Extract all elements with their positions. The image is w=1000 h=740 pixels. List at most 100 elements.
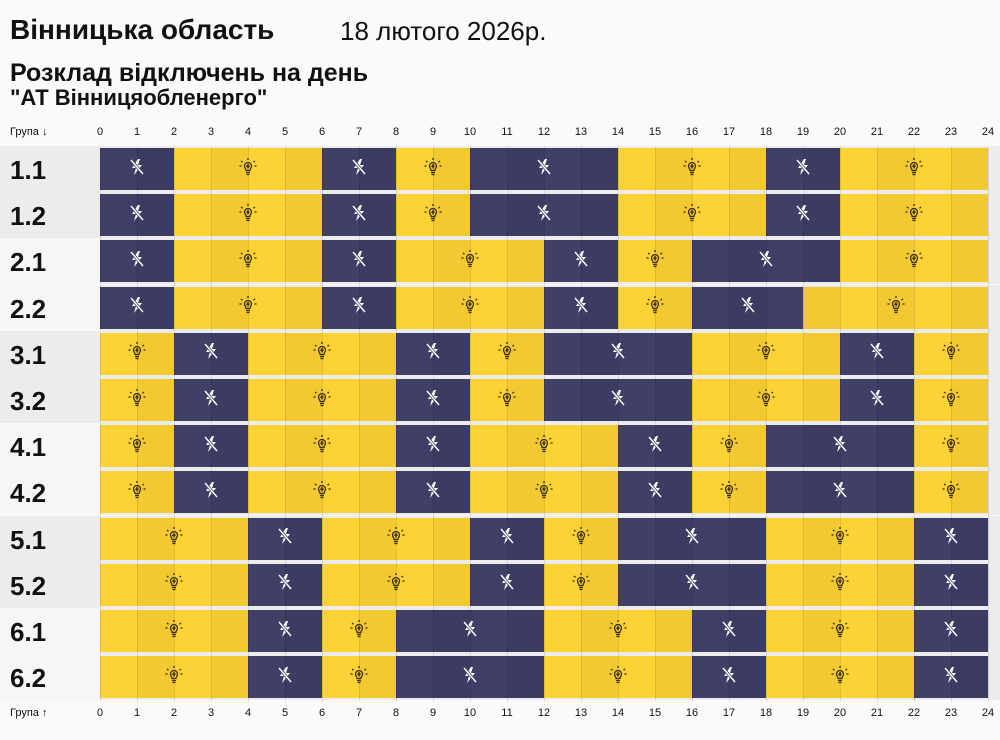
hour-tick-label: 2 [170, 707, 178, 719]
hour-tick-label: 23 [944, 707, 958, 719]
group-label: 1.2 [0, 192, 100, 239]
power-on-segment [322, 517, 470, 560]
power-on-segment [766, 517, 914, 560]
lightbulb-icon [164, 572, 184, 597]
hour-shade [655, 332, 692, 375]
hour-shade [877, 471, 914, 514]
power-off-icon [424, 342, 442, 365]
power-off-icon [942, 527, 960, 550]
hour-shade [803, 517, 840, 560]
hour-gridline [211, 146, 212, 702]
power-off-icon [350, 204, 368, 227]
hour-tick-label: 20 [833, 126, 847, 138]
outage-segment [100, 286, 174, 329]
power-on-segment [396, 240, 544, 283]
power-off-icon [831, 435, 849, 458]
power-off-icon [831, 481, 849, 504]
hour-shade [285, 194, 322, 237]
hour-shade [359, 517, 396, 560]
power-off-icon [276, 527, 294, 550]
hour-tick-label: 2 [170, 126, 178, 138]
power-on-segment [322, 563, 470, 606]
outage-segment [914, 563, 988, 606]
hour-tick-label: 7 [355, 126, 363, 138]
hour-gridline [840, 146, 841, 702]
hour-shade [137, 563, 174, 606]
lightbulb-icon [127, 434, 147, 459]
hour-shade [655, 563, 692, 606]
lightbulb-icon [719, 480, 739, 505]
hour-shade [433, 425, 470, 468]
outage-segment [248, 610, 322, 652]
lightbulb-icon [941, 434, 961, 459]
hour-shade [951, 656, 988, 699]
outage-segment [174, 379, 248, 421]
power-off-icon [646, 481, 664, 504]
hour-shade [359, 332, 396, 375]
group-row: 6.1 [0, 608, 1000, 654]
hour-shade [729, 425, 766, 468]
hour-tick-label: 22 [907, 126, 921, 138]
hour-gridline [544, 146, 545, 702]
lightbulb-icon [127, 388, 147, 413]
hour-shade [803, 194, 840, 237]
power-on-segment [840, 148, 988, 190]
power-off-icon [683, 573, 701, 596]
power-on-segment [470, 471, 618, 514]
power-on-segment [766, 563, 914, 606]
lightbulb-icon [423, 203, 443, 228]
hour-shade [211, 656, 248, 699]
hour-shade [581, 425, 618, 468]
hour-tick-label: 23 [944, 126, 958, 138]
hour-shade [729, 148, 766, 190]
group-row: 3.1 [0, 330, 1000, 377]
group-label: 4.2 [0, 469, 100, 516]
power-off-icon [424, 435, 442, 458]
hour-shade [211, 517, 248, 560]
power-off-icon [498, 573, 516, 596]
schedule-grid: 1.1 1.2 2.1 2.2 3.1 3.2 4.1 4.2 5.1 5.2 6.1 6.2 [0, 146, 1000, 702]
power-off-icon [794, 204, 812, 227]
hour-shade [655, 148, 692, 190]
hour-shade [285, 563, 322, 606]
hour-shade [211, 563, 248, 606]
hour-shade [877, 240, 914, 283]
group-label: 2.2 [0, 284, 100, 331]
outage-segment [322, 286, 396, 329]
hour-tick-label: 24 [981, 126, 995, 138]
hour-shade [581, 563, 618, 606]
hour-shade [433, 471, 470, 514]
power-on-segment [766, 656, 914, 699]
hour-gridline [322, 146, 323, 702]
outage-segment [248, 656, 322, 699]
power-on-segment [100, 425, 174, 468]
hour-gridline [470, 146, 471, 702]
hour-tick-label: 21 [870, 707, 884, 719]
group-label: 3.1 [0, 330, 100, 377]
hour-shade [729, 563, 766, 606]
hour-shade [211, 194, 248, 237]
lightbulb-icon [497, 388, 517, 413]
power-off-icon [350, 296, 368, 319]
hour-shade [581, 471, 618, 514]
hour-shade [359, 240, 396, 283]
power-off-icon [720, 620, 738, 643]
group-row: 6.2 [0, 654, 1000, 701]
power-on-segment [914, 425, 988, 468]
hour-tick-label: 13 [574, 707, 588, 719]
power-off-icon [757, 250, 775, 273]
hour-shade [211, 286, 248, 329]
lightbulb-icon [830, 619, 850, 644]
hour-shade [285, 379, 322, 421]
hour-shade [285, 517, 322, 560]
hour-tick-label: 14 [611, 126, 625, 138]
hour-shade [137, 240, 174, 283]
hour-shade [211, 471, 248, 514]
hour-shade [285, 148, 322, 190]
outage-segment [100, 148, 174, 190]
power-off-icon [350, 250, 368, 273]
hour-shade [655, 610, 692, 652]
outage-segment [174, 332, 248, 375]
hour-shade [359, 379, 396, 421]
power-on-segment [100, 610, 248, 652]
